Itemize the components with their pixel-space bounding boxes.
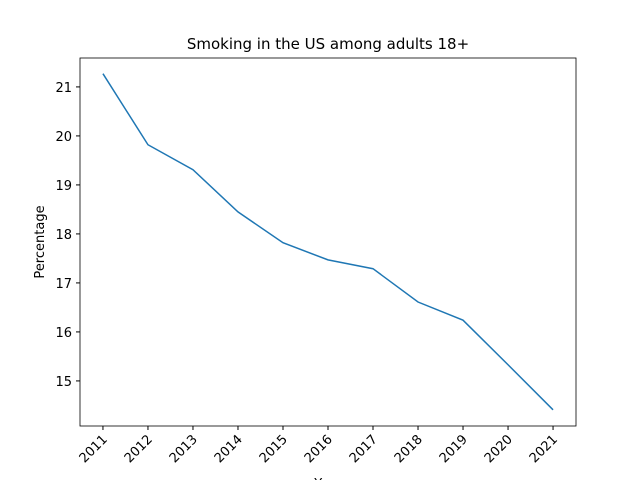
line <box>102 73 554 411</box>
y-tick-label: 21 <box>55 81 72 96</box>
y-tick-label: 19 <box>55 179 72 194</box>
y-tick-label: 20 <box>55 130 72 145</box>
y-tick-label: 15 <box>55 375 72 390</box>
chart-title: Smoking in the US among adults 18+ <box>187 35 469 53</box>
y-tick-label: 17 <box>55 277 72 292</box>
y-axis-label: Percentage <box>33 205 48 278</box>
plot-frame <box>79 57 577 427</box>
y-tick-label: 16 <box>55 326 72 341</box>
x-axis-label: Year <box>313 477 342 480</box>
y-tick-label: 18 <box>55 228 72 243</box>
